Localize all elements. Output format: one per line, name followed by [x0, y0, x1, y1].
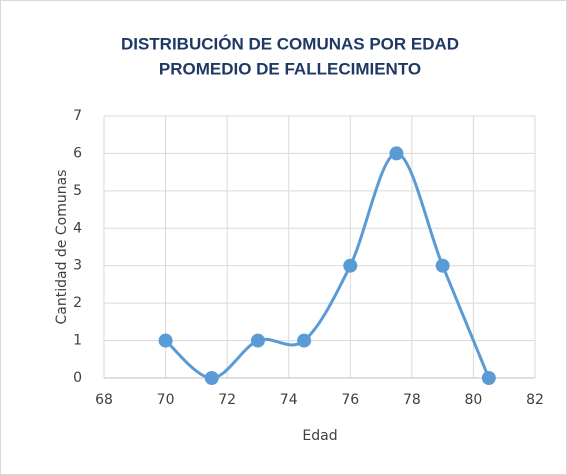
y-tick-label: 1	[73, 333, 82, 349]
x-tick-label: 74	[280, 392, 298, 408]
data-point	[389, 146, 404, 161]
data-point	[481, 371, 496, 385]
x-tick-label: 70	[157, 392, 175, 408]
data-point	[435, 258, 450, 273]
data-point	[250, 333, 265, 348]
y-tick-label: 4	[73, 220, 82, 236]
y-tick-label: 7	[73, 108, 82, 124]
y-tick-label: 2	[73, 295, 82, 311]
x-tick-label: 68	[95, 392, 113, 408]
chart-title: PROMEDIO DE FALLECIMIENTO	[159, 59, 421, 78]
data-point	[158, 333, 173, 348]
y-tick-label: 0	[73, 370, 82, 386]
x-tick-label: 82	[526, 392, 544, 408]
y-tick-label: 3	[73, 258, 82, 274]
x-tick-label: 80	[465, 392, 483, 408]
x-tick-label: 78	[403, 392, 421, 408]
data-point	[343, 258, 358, 273]
y-tick-label: 6	[73, 145, 82, 161]
chart-title: DISTRIBUCIÓN DE COMUNAS POR EDAD	[121, 34, 459, 53]
x-tick-label: 76	[341, 392, 359, 408]
x-axis-label: Edad	[302, 428, 337, 444]
x-tick-label: 72	[218, 392, 236, 408]
y-axis-label: Cantidad de Comunas	[54, 170, 70, 325]
data-point	[297, 333, 312, 348]
y-tick-label: 5	[73, 183, 82, 199]
data-point	[204, 371, 219, 385]
